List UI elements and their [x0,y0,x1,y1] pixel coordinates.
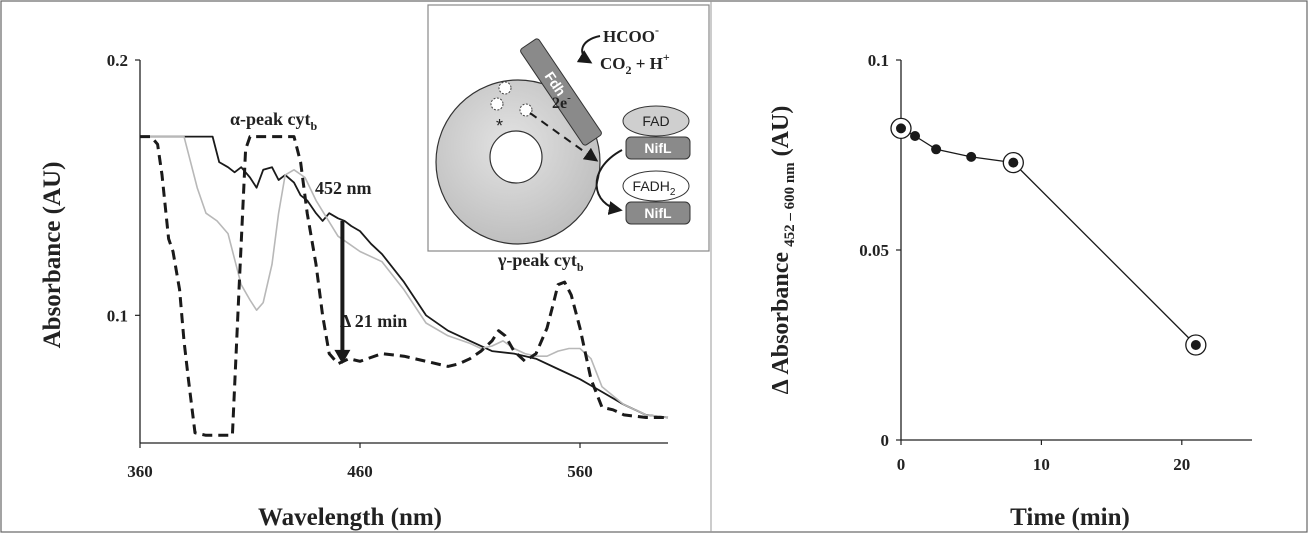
timecourse-x-tick-label: 10 [1033,455,1050,474]
vesicle-lumen [489,130,543,184]
timecourse-y-tick-label: 0.05 [859,241,889,260]
timecourse-x-tick-label: 20 [1173,455,1190,474]
electrons-charge: - [567,92,571,104]
spectra-x-tick-label: 460 [347,462,373,481]
gamma-peak-text: γ-peak cyt [497,250,577,270]
timecourse-point [966,151,977,162]
spectra-y-tick-label: 0.2 [107,51,128,70]
timecourse-ylabel-unit: (AU) [768,106,794,157]
gamma-peak-sub: b [577,260,584,274]
fad-label: FAD [642,113,669,129]
timecourse-panel: 0 10 20 0 0.05 0.1 Time (min) Δ Absorbance 452… [768,51,1252,531]
alpha-peak-sub: b [311,119,318,133]
spectra-y-tick-label: 0.1 [107,306,128,325]
timecourse-x-axis-title: Time (min) [1010,504,1130,531]
spectrum-line-solid-gray [140,135,669,419]
nifl-bottom-label: NifL [644,205,672,221]
formate-text: HCOO [603,27,655,46]
timecourse-point [931,144,942,155]
reduction-arrow [595,149,623,215]
timecourse-series [890,117,1207,356]
spectra-y-axis-title: Absorbance (AU) [39,162,66,349]
formate-oxidation-arrow [576,35,601,64]
nifl-bottom-box [625,201,691,225]
fad-oval [622,105,690,137]
inset-schematic: Fdh * HCOO- CO2 + H+ 2e- FAD NifL FADH2 … [427,4,710,252]
wavelength-452-label: 452 nm [315,178,372,198]
alpha-peak-text: α-peak cyt [230,109,311,129]
timecourse-ylabel-sub: 452 – 600 nm [782,162,798,247]
electrons-text: 2e [552,95,567,112]
co2-proton-label: CO2 + H+ [600,50,670,77]
spectra-x-axis-title: Wavelength (nm) [258,504,442,531]
timecourse-y-tick-label: 0.1 [868,51,889,70]
timecourse-axes [900,60,1252,441]
nifl-top-box [625,136,691,160]
nifl-top-label: NifL [644,140,672,156]
delta-arrow-head [334,349,351,364]
alpha-peak-label: α-peak cytb [230,109,318,133]
delta-time-label: Δ 21 min [340,311,407,331]
electrons-label: 2e- [552,92,571,112]
fadh2-sub: 2 [670,187,676,198]
gamma-peak-label: γ-peak cytb [497,250,584,274]
cofactor-cluster-icon [490,81,533,117]
timecourse-line [900,127,1197,346]
spectra-x-tick-label: 360 [127,462,153,481]
spectra-panel: 360 460 560 0.1 0.2 Wavelength (nm) Absorban… [39,51,669,531]
timecourse-y-tick-label: 0 [881,431,890,450]
proton-text: + H [632,54,663,73]
spectra-ticks: 360 460 560 0.1 0.2 [107,51,593,481]
co2-sub: 2 [626,63,632,77]
timecourse-point [896,123,906,134]
fadh2-oval [622,170,690,202]
spectra-x-tick-label: 560 [567,462,593,481]
timecourse-point [1008,157,1019,168]
formate-label: HCOO- [603,23,659,46]
fadh2-text: FADH [633,178,670,194]
timecourse-ylabel-main: Δ Absorbance [768,252,794,395]
timecourse-x-tick-label: 0 [897,455,906,474]
timecourse-point [910,131,921,141]
fadh2-label: FADH2 [633,178,676,198]
proton-charge: + [663,50,670,64]
co2-text: CO [600,54,626,73]
formate-charge: - [655,23,659,37]
timecourse-ticks: 0 10 20 0 0.05 0.1 [859,51,1190,474]
timecourse-point [1190,340,1201,350]
star-marker: * [496,116,503,136]
delta-arrow [334,220,351,364]
timecourse-y-axis-title: Δ Absorbance 452 – 600 nm (AU) [768,106,798,395]
